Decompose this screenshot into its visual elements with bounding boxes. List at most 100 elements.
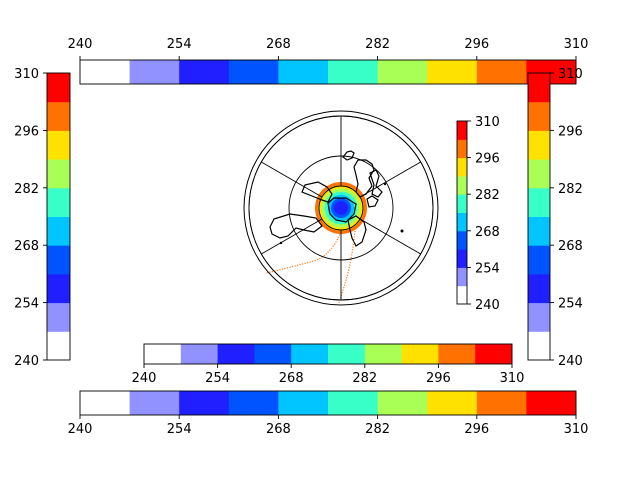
field-contour-band [338, 205, 344, 211]
map-boundary [243, 110, 439, 306]
track-line [265, 231, 342, 274]
colorbar-tick-label: 296 [475, 152, 500, 167]
colorbar-tick-label: 240 [558, 354, 583, 369]
colorbar-segment [457, 230, 467, 250]
colorbar-segment [476, 60, 527, 84]
colorbar-segment [528, 73, 550, 103]
colorbar-segment [528, 101, 550, 131]
colorbar-segment [457, 194, 467, 213]
colorbar-top-horizontal: 240 254 268 282 296 310 [68, 37, 589, 85]
colorbar-tick-label: 296 [464, 422, 489, 437]
colorbar-segment [278, 391, 329, 415]
colorbar-segment [475, 344, 513, 364]
colorbar-segment [129, 391, 180, 415]
colorbar-segment [457, 249, 467, 268]
colorbar-segment [457, 121, 467, 140]
colorbar-segment [528, 245, 550, 275]
colorbar-segment [457, 267, 467, 287]
meridian-line [261, 218, 323, 255]
colorbar-tick-label: 296 [14, 124, 39, 139]
colorbar-tick-label: 282 [14, 182, 39, 197]
colorbar-segment [254, 344, 292, 364]
colorbar-frame [79, 59, 577, 85]
colorbar-segment [377, 391, 428, 415]
colorbar-segment [47, 302, 70, 332]
colorbar-tick-label: 268 [266, 422, 291, 437]
colorbar-segment [457, 139, 467, 159]
colorbar-segment [476, 391, 527, 415]
colorbar-tick-label: 296 [426, 371, 451, 386]
colorbar-tick-label: 240 [475, 298, 500, 313]
colorbar-segment [401, 344, 439, 364]
colorbar-tick-label: 240 [132, 371, 157, 386]
colorbar-tick-label: 310 [564, 422, 589, 437]
colorbar-tick-label: 310 [14, 67, 39, 82]
colorbar-tick-label: 268 [279, 371, 304, 386]
colorbar-segment [528, 302, 550, 332]
colorbar-segment [457, 285, 467, 305]
colorbar-segment [457, 175, 467, 195]
colorbar-tick-label: 296 [464, 37, 489, 52]
colorbar-segment [528, 187, 550, 217]
coastline [269, 150, 383, 247]
colorbar-segment [47, 216, 70, 246]
colorbar-tick-label: 240 [68, 422, 93, 437]
colorbar-tick-label: 254 [167, 37, 192, 52]
colorbar-segment [438, 344, 476, 364]
colorbar-tick-label: 310 [558, 67, 583, 82]
colorbar-segment [47, 245, 70, 275]
colorbar-segment [47, 73, 70, 103]
polar-map [243, 110, 439, 306]
colorbar-tick-label: 282 [352, 371, 377, 386]
colorbar-bottom-horizontal: 240 254 268 282 296 310 [68, 390, 589, 437]
colorbar-segment [528, 216, 550, 246]
colorbar-segment [228, 391, 279, 415]
meridian-line [261, 161, 323, 198]
colorbar-segment [377, 60, 428, 84]
colorbar-segment [179, 60, 230, 84]
colorbar-segment [528, 130, 550, 160]
colorbar-inset-vertical: 240 254 268 282 296 310 [456, 115, 500, 313]
colorbar-segment [217, 344, 255, 364]
colorbar-frame [46, 72, 71, 361]
colorbar-segment [328, 60, 379, 84]
colorbar-tick-label: 282 [558, 182, 583, 197]
colorbar-left-vertical: 240 254 268 282 296 310 [14, 67, 71, 369]
colorbar-segment [528, 331, 550, 361]
colorbar-tick-label: 240 [14, 354, 39, 369]
meridian-line [359, 161, 421, 198]
colorbar-frame [527, 72, 551, 361]
colorbar-segment [457, 157, 467, 177]
colorbar-segment [80, 60, 131, 84]
colorbar-frame [456, 120, 468, 305]
colorbar-segment [129, 60, 180, 84]
map-graticule [243, 110, 439, 306]
colorbar-segment [528, 159, 550, 189]
colorbar-segment [427, 391, 478, 415]
colorbar-tick-label: 310 [564, 37, 589, 52]
colorbar-tick-label: 254 [14, 297, 39, 312]
meridian-line [359, 218, 421, 255]
colorbar-segment [278, 60, 329, 84]
colorbar-segment [144, 344, 182, 364]
colorbar-tick-label: 254 [475, 261, 500, 276]
colorbar-frame [143, 343, 513, 365]
colorbar-segment [179, 391, 230, 415]
island-marker [400, 229, 404, 233]
colorbar-segment [80, 391, 131, 415]
colorbar-segment [457, 212, 467, 232]
colorbar-tick-label: 296 [558, 124, 583, 139]
colorbar-tick-label: 268 [266, 37, 291, 52]
colorbar-segment [180, 344, 219, 364]
colorbar-segment [364, 344, 403, 364]
colorbar-segment [328, 391, 379, 415]
colorbar-tick-label: 268 [475, 225, 500, 240]
colorbar-segment [47, 159, 70, 189]
colorbar-tick-label: 282 [365, 422, 390, 437]
colorbar-tick-label: 310 [475, 115, 500, 130]
colorbar-segment [328, 344, 366, 364]
colorbar-frame [79, 390, 577, 416]
colorbar-segment [291, 344, 329, 364]
colorbar-segment [47, 187, 70, 217]
